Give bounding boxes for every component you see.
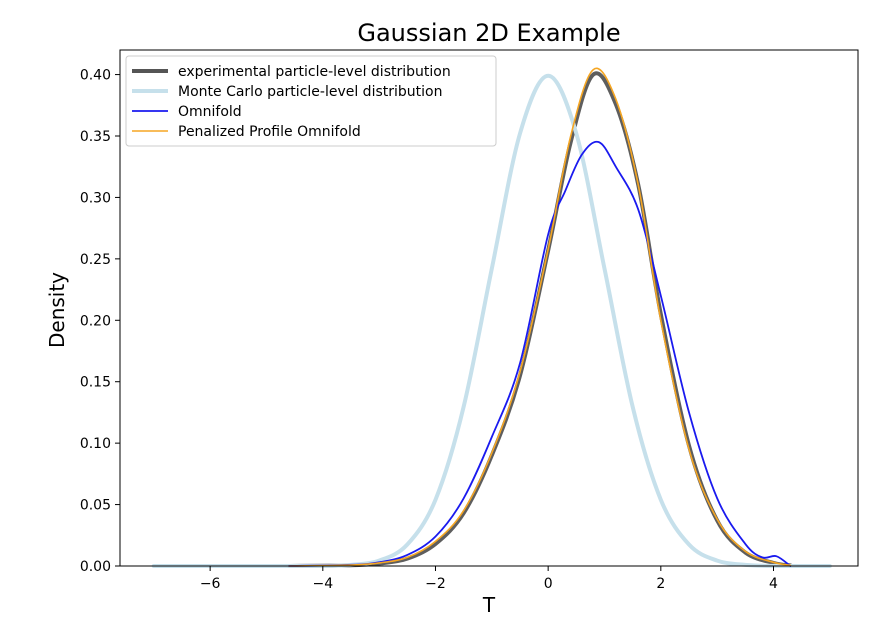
legend-box	[125, 55, 497, 147]
y-tick-label: 0.00	[80, 559, 111, 575]
axes-frame	[119, 49, 859, 567]
series-line-omnifold	[288, 140, 792, 567]
y-tick-label: 0.20	[80, 313, 111, 329]
x-tick-label: 2	[656, 576, 665, 592]
y-tick-label: 0.10	[80, 436, 111, 452]
y-tick-label: 0.15	[80, 375, 111, 391]
y-tick-label: 0.05	[80, 498, 111, 514]
chart-title: Gaussian 2D Example	[357, 19, 620, 47]
y-tick-label: 0.30	[80, 190, 111, 206]
x-tick-label: −4	[312, 576, 333, 592]
legend-label: Monte Carlo particle-level distribution	[178, 84, 442, 100]
y-tick-label: 0.40	[80, 68, 111, 84]
legend-label: Omnifold	[178, 104, 242, 120]
y-tick-label: 0.35	[80, 129, 111, 145]
y-tick-label: 0.25	[80, 252, 111, 268]
x-tick-label: 0	[544, 576, 553, 592]
x-tick-label: −6	[200, 576, 221, 592]
legend-label: Penalized Profile Omnifold	[178, 124, 361, 140]
legend-label: experimental particle-level distribution	[178, 64, 451, 80]
plot-area	[151, 67, 832, 569]
x-tick-label: −2	[425, 576, 446, 592]
series-line-penalized-profile-omnifold	[288, 67, 792, 567]
axes: −6 −4 −2 0 2 4 0.00 0.05 0.10 0.15 0.20 0.25 0.30 0.3…	[80, 49, 859, 592]
x-tick-label: 4	[769, 576, 778, 592]
legend: experimental particle-level distribution…	[125, 55, 497, 147]
y-axis-label: Density	[45, 272, 69, 348]
x-axis-label: T	[482, 593, 496, 617]
series-line-monte-carlo-particle-level-distribution	[151, 73, 832, 569]
